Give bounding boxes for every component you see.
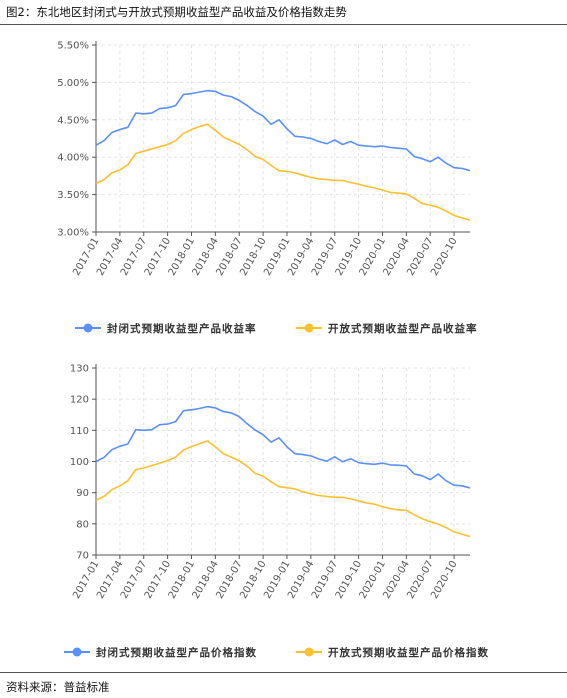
y-tick-label: 5.50% [57,41,89,52]
y-tick-label: 100 [70,457,89,468]
closed-series-line [95,405,471,489]
legend-dot-marker [83,323,93,333]
y-tick-label: 120 [70,395,89,406]
figure-title: 图2：东北地区封闭式与开放式预期收益型产品收益及价格指数走势 [6,5,347,19]
y-tick-label: 70 [76,551,89,562]
y-tick-label: 3.00% [57,228,89,239]
source-note: 资料来源：普益标准 [6,680,110,694]
y-tick-label: 4.00% [57,153,89,164]
top-rule [0,24,567,25]
bottom-rule [0,672,567,673]
y-tick-label: 3.50% [57,190,89,201]
open-series-line [95,123,471,221]
legend-dot-marker [304,323,314,333]
legend-dot-marker [72,647,82,657]
legend-label: 封闭式预期收益型产品收益率 [107,322,257,335]
y-tick-label: 4.50% [57,115,89,126]
y-tick-label: 90 [76,488,89,499]
legend-label: 封闭式预期收益型产品价格指数 [96,646,257,659]
y-tick-label: 130 [70,364,89,375]
legend-label: 开放式预期收益型产品价格指数 [328,646,489,659]
y-tick-label: 110 [70,426,89,437]
legend-label: 开放式预期收益型产品收益率 [328,322,478,335]
closed-series-line [95,89,471,172]
y-tick-label: 80 [76,519,89,530]
y-tick-label: 5.00% [57,78,89,89]
legend-dot-marker [304,647,314,657]
open-series-line [95,440,471,538]
